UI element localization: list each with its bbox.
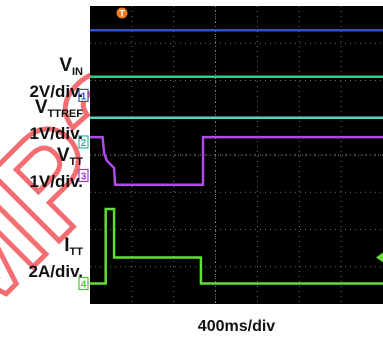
trace-itt — [90, 207, 383, 285]
trace-vtt — [90, 135, 383, 187]
label-itt: ITT 2A/div. — [28, 235, 83, 282]
label-vtt: VTT 1V/div. — [29, 145, 83, 192]
label-vttref: VTTREF 1V/div. — [29, 97, 83, 144]
channel-marker-4: 4 — [78, 276, 89, 291]
channel-marker-3: 3 — [78, 168, 89, 182]
plot-area — [90, 6, 383, 304]
label-vin: VIN 2V/div. — [29, 55, 83, 102]
trigger-marker-label: T — [119, 9, 125, 19]
right-edge-arrow — [376, 252, 383, 263]
channel-marker-2: 2 — [78, 135, 89, 149]
grid — [90, 6, 383, 304]
channel-marker-1: 1 — [78, 88, 89, 102]
channel-marker-label: 1 — [81, 91, 87, 102]
channel-marker-label: 4 — [81, 280, 87, 291]
channel-marker-label: 2 — [81, 138, 87, 149]
channel-marker-label: 3 — [81, 171, 87, 182]
traces — [90, 28, 383, 285]
x-axis-label: 400ms/div — [197, 318, 276, 335]
channel-markers: 1 2 3 4 T — [78, 7, 383, 291]
trigger-marker: T — [116, 7, 128, 19]
